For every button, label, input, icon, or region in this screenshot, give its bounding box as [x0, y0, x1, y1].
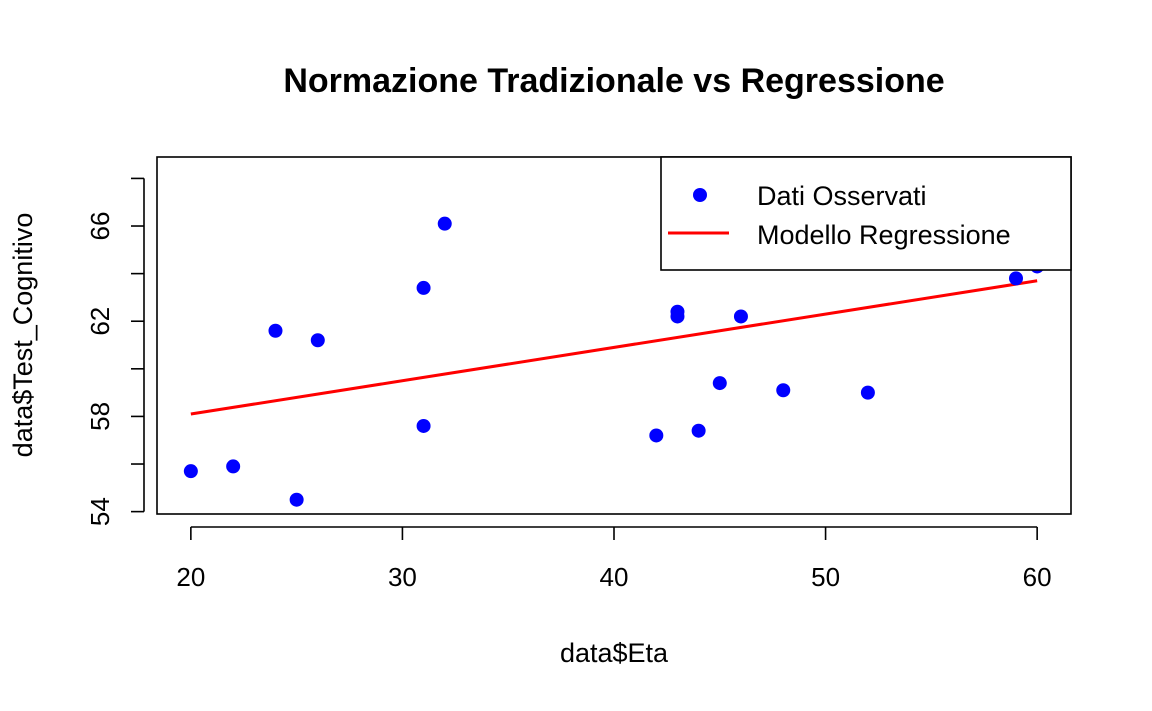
legend-point-marker	[693, 188, 707, 202]
legend-label-points: Dati Osservati	[757, 181, 927, 211]
y-tick-label: 54	[85, 497, 115, 526]
data-point	[416, 418, 431, 433]
data-point	[1008, 271, 1023, 286]
x-tick-label: 40	[600, 562, 629, 592]
x-tick-label: 50	[811, 562, 840, 592]
data-point	[310, 333, 325, 348]
data-point	[289, 492, 304, 507]
data-point	[437, 216, 452, 231]
x-tick-label: 30	[388, 562, 417, 592]
legend-box	[660, 156, 1072, 271]
regression-line	[190, 279, 1038, 416]
regression-line-layer	[190, 279, 1038, 416]
data-point	[183, 464, 198, 479]
y-axis-label: data$Test_Cognitivo	[8, 213, 38, 458]
data-point	[733, 309, 748, 324]
x-tick-label: 20	[176, 562, 205, 592]
y-tick-label: 62	[85, 307, 115, 336]
data-point	[691, 423, 706, 438]
legend-label-line: Modello Regressione	[757, 220, 1011, 250]
y-tick-label: 66	[85, 212, 115, 241]
y-axis: 54 58 62 66	[85, 177, 145, 526]
x-axis-label: data$Eta	[560, 638, 669, 668]
y-tick-label: 58	[85, 402, 115, 431]
chart-title: Normazione Tradizionale vs Regressione	[283, 62, 944, 100]
data-point	[416, 280, 431, 295]
data-point	[268, 323, 283, 338]
legend: Dati Osservati Modello Regressione	[660, 156, 1072, 271]
data-point	[649, 428, 664, 443]
data-point	[712, 376, 727, 391]
x-tick-label: 60	[1023, 562, 1052, 592]
data-point	[776, 383, 791, 398]
x-axis: 20 30 40 50 60	[176, 526, 1052, 592]
data-point	[860, 385, 875, 400]
data-point	[670, 309, 685, 324]
plot-frame	[156, 156, 1072, 515]
data-point	[226, 459, 241, 474]
